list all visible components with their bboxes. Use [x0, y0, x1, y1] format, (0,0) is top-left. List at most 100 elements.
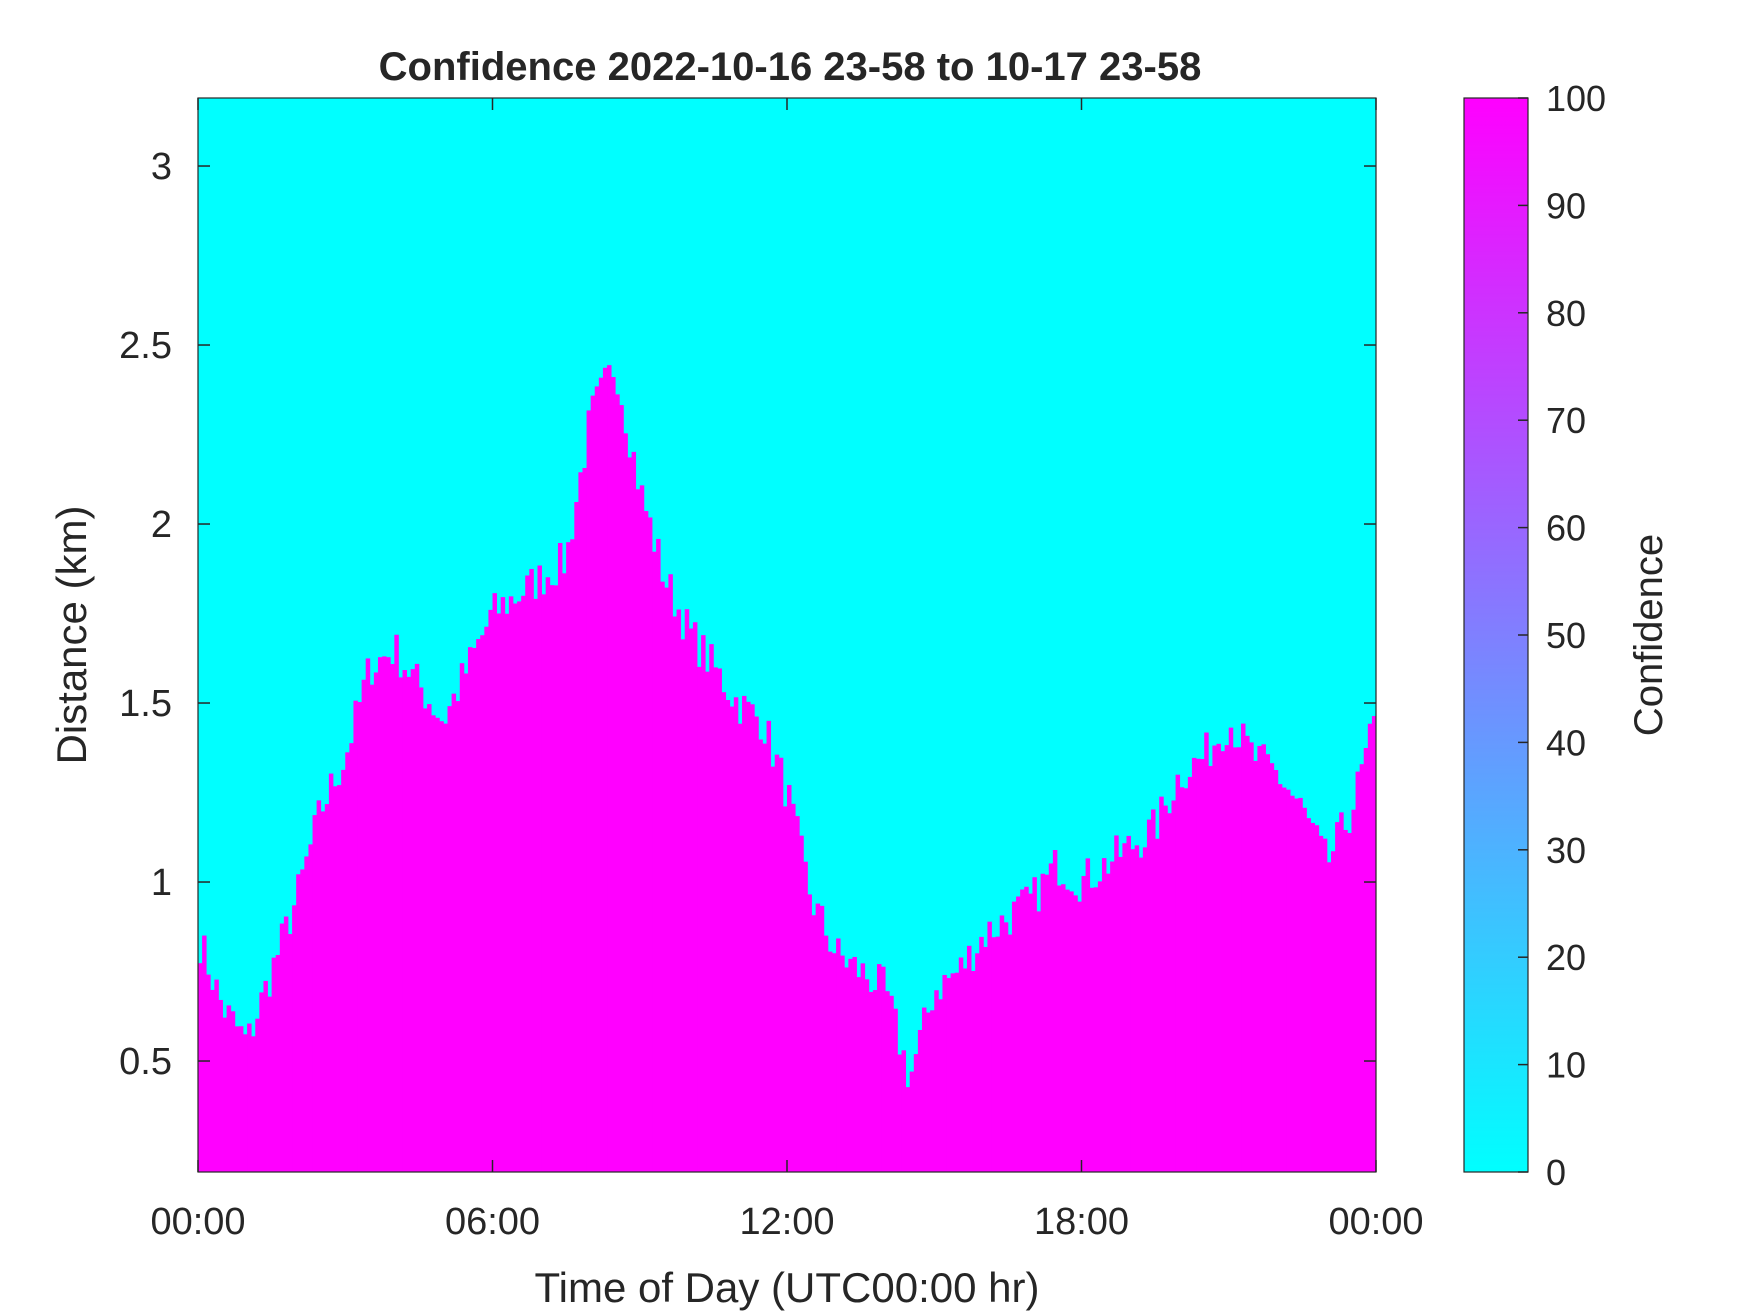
heatmap-column: [279, 923, 285, 1172]
heatmap-column: [1355, 771, 1361, 1172]
heatmap-column: [737, 723, 743, 1172]
heatmap-column: [852, 956, 857, 1172]
heatmap-column: [455, 701, 461, 1172]
heatmap-column: [472, 647, 477, 1172]
heatmap-column: [1069, 891, 1074, 1172]
colorbar-tick-label: 10: [1546, 1045, 1586, 1086]
heatmap-column: [410, 669, 416, 1172]
heatmap-column: [1318, 835, 1324, 1172]
heatmap-column: [1204, 732, 1209, 1172]
colorbar-gradient: [1463, 97, 1529, 1173]
heatmap-column: [226, 1005, 232, 1172]
heatmap-column: [557, 542, 563, 1172]
heatmap-column: [418, 687, 424, 1172]
heatmap-column: [1224, 745, 1230, 1172]
heatmap-column: [864, 979, 870, 1172]
heatmap-column: [267, 996, 273, 1172]
heatmap-column: [1363, 747, 1369, 1172]
heatmap-column: [296, 874, 301, 1172]
heatmap-column: [1101, 858, 1107, 1172]
heatmap-column: [697, 666, 702, 1172]
heatmap-column: [831, 953, 837, 1172]
heatmap-column: [1236, 747, 1242, 1172]
heatmap-column: [574, 501, 579, 1172]
heatmap-column: [889, 995, 894, 1172]
colorbar-tick-label: 100: [1546, 78, 1606, 119]
heatmap-column: [508, 596, 514, 1172]
heatmap-column: [664, 587, 669, 1172]
heatmap-column: [701, 635, 706, 1172]
heatmap-column: [1016, 896, 1021, 1172]
heatmap-column: [1269, 763, 1275, 1172]
heatmap-column: [1257, 745, 1262, 1172]
heatmap-column: [1322, 838, 1328, 1172]
plot-area: [197, 97, 1377, 1173]
heatmap-column: [803, 861, 808, 1172]
heatmap-column: [672, 616, 677, 1172]
heatmap-column: [1040, 873, 1046, 1172]
heatmap-column: [958, 957, 964, 1172]
heatmap-column: [451, 693, 457, 1172]
heatmap-column: [729, 706, 735, 1172]
heatmap-column: [365, 658, 371, 1172]
heatmap-column: [733, 697, 739, 1172]
heatmap-column: [721, 692, 727, 1172]
heatmap-column: [962, 968, 968, 1172]
heatmap-column: [652, 551, 657, 1172]
heatmap-column: [1265, 754, 1271, 1172]
heatmap-column: [897, 1054, 902, 1172]
heatmap-column: [615, 394, 620, 1172]
heatmap-column: [1159, 796, 1164, 1172]
x-tick-label: 00:00: [1328, 1201, 1423, 1243]
heatmap-column: [1367, 723, 1373, 1172]
heatmap-column: [901, 1050, 907, 1172]
x-tick-label: 18:00: [1034, 1201, 1129, 1243]
heatmap-column: [435, 717, 440, 1172]
heatmap-column: [447, 706, 452, 1172]
heatmap-column: [382, 656, 387, 1172]
heatmap-columns: [198, 365, 1377, 1173]
heatmap-column: [1249, 742, 1254, 1172]
heatmap-column: [1245, 735, 1250, 1172]
heatmap-column: [242, 1034, 248, 1172]
heatmap-column: [1061, 884, 1066, 1172]
heatmap-column: [983, 946, 988, 1172]
heatmap-column: [251, 1036, 256, 1172]
heatmap-column: [582, 467, 587, 1172]
heatmap-column: [758, 739, 763, 1172]
heatmap-column: [1007, 934, 1013, 1172]
heatmap-column: [198, 963, 203, 1172]
heatmap-column: [247, 1023, 252, 1172]
x-tick-label: 00:00: [150, 1201, 245, 1243]
heatmap-column: [287, 934, 293, 1172]
heatmap-column: [1028, 893, 1033, 1172]
heatmap-column: [1089, 887, 1095, 1172]
heatmap-column: [390, 664, 395, 1172]
heatmap-column: [230, 1011, 236, 1172]
heatmap-column: [1310, 822, 1316, 1172]
heatmap-column: [787, 785, 792, 1172]
heatmap-column: [868, 991, 874, 1172]
heatmap-column: [1126, 835, 1131, 1172]
colorbar-ticks: 0 10 20 30 40 50 60 70 80 90 100: [1518, 78, 1606, 1193]
heatmap-column: [529, 568, 534, 1172]
heatmap-column: [999, 915, 1005, 1172]
heatmap-column: [210, 989, 215, 1172]
heatmap-column: [431, 715, 436, 1172]
heatmap-column: [602, 367, 608, 1172]
heatmap-column: [1220, 751, 1226, 1172]
heatmap-column: [778, 757, 784, 1172]
heatmap-column: [1351, 809, 1356, 1172]
colorbar-tick-label: 70: [1546, 400, 1586, 441]
heatmap-column: [308, 844, 313, 1172]
heatmap-column: [234, 1026, 240, 1172]
heatmap-column: [275, 954, 281, 1172]
heatmap-column: [1339, 812, 1344, 1172]
heatmap-column: [619, 405, 624, 1172]
heatmap-column: [1331, 851, 1336, 1172]
heatmap-column: [1097, 881, 1103, 1172]
heatmap-column: [1081, 876, 1086, 1172]
heatmap-column: [1281, 787, 1287, 1172]
heatmap-column: [549, 585, 555, 1172]
heatmap-column: [349, 743, 354, 1172]
